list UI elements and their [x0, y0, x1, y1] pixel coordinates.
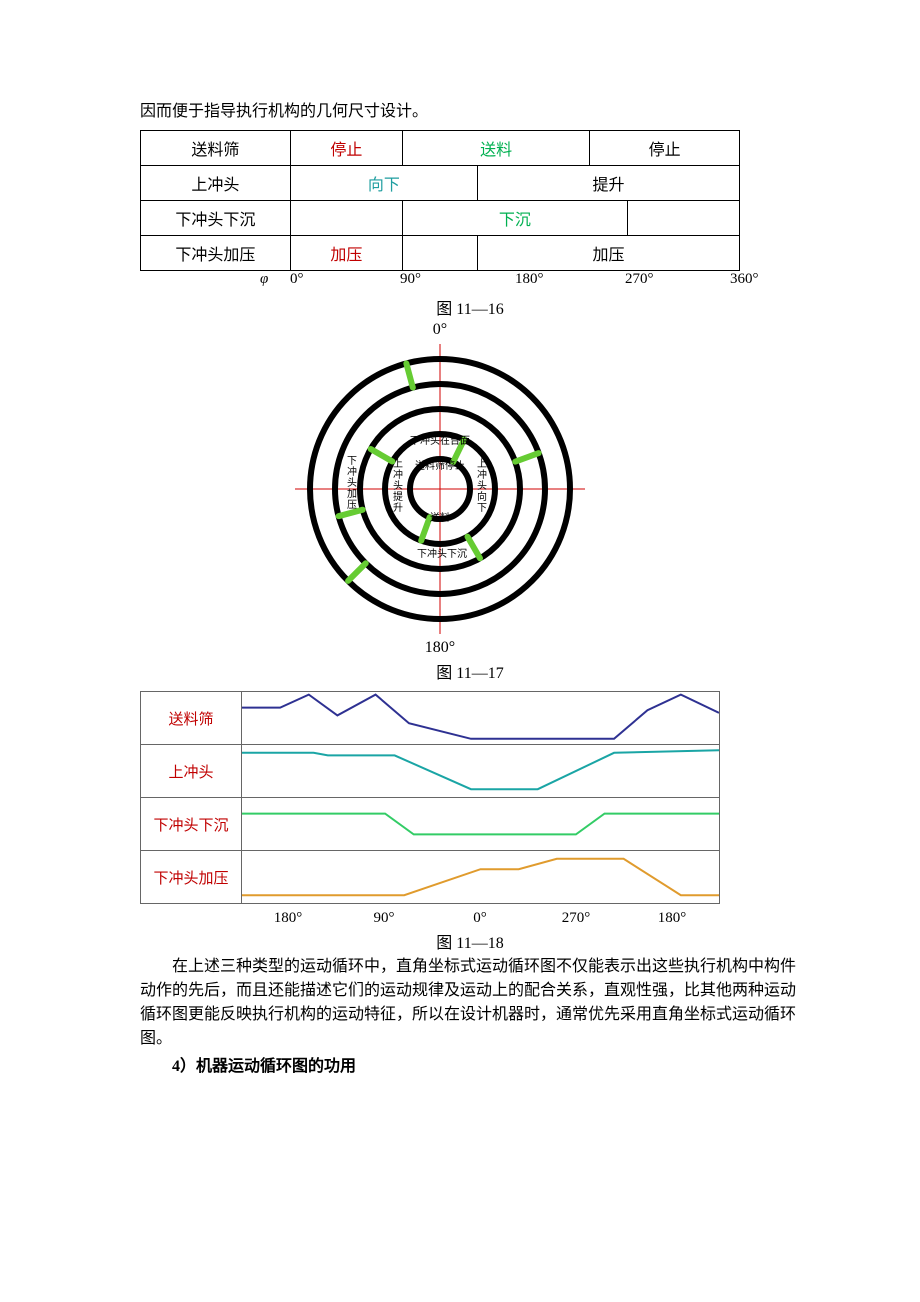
svg-text:下: 下 [477, 503, 487, 514]
fig16-axis-tick: 360° [730, 271, 759, 288]
svg-text:头: 头 [347, 477, 357, 489]
fig16-cell [627, 201, 739, 236]
fig16-axis-tick: 180° [515, 271, 544, 288]
fig17-top-label: 0° [140, 321, 740, 339]
fig16-axis-tick: 90° [400, 271, 421, 288]
fig16-rowheader: 下冲头加压 [141, 236, 291, 271]
section-heading: 4）机器运动循环图的功用 [140, 1055, 800, 1079]
fig18-row: 送料筛 [141, 692, 719, 745]
fig16-cell: 向下 [290, 166, 477, 201]
para2: 在上述三种类型的运动循环中，直角坐标式运动循环图不仅能表示出这些执行机构中构件动… [140, 955, 800, 1051]
svg-text:下: 下 [347, 456, 357, 467]
svg-text:头: 头 [477, 480, 487, 492]
fig16-rowheader: 下冲头下沉 [141, 201, 291, 236]
fig17-bottom-label: 180° [140, 639, 740, 657]
fig17-diagram: 下冲头在台面送料筛停止送料上冲头向下上冲头提升下冲头下沉下冲头加压 [290, 339, 590, 639]
svg-text:上: 上 [477, 458, 487, 470]
fig18-axis: 180°90°0°270°180° [140, 910, 720, 927]
fig18-row: 下冲头加压 [141, 851, 719, 903]
fig18-axis-tick: 270° [528, 910, 624, 927]
fig16-axis: φ0°90°180°270°360° [140, 271, 740, 293]
fig16-cell [290, 201, 402, 236]
svg-text:冲: 冲 [477, 468, 487, 481]
svg-text:下冲头下沉: 下冲头下沉 [417, 547, 467, 560]
fig16-caption: 图 11—16 [140, 295, 800, 319]
svg-text:冲: 冲 [393, 468, 403, 481]
fig18-row-label: 送料筛 [141, 692, 242, 744]
fig18-axis-tick: 180° [624, 910, 720, 927]
fig18-row-label: 上冲头 [141, 745, 242, 797]
svg-text:送料: 送料 [430, 511, 450, 524]
svg-text:压: 压 [347, 499, 357, 511]
fig18-axis-tick: 180° [240, 910, 336, 927]
fig16-cell: 加压 [477, 236, 739, 271]
svg-text:送料筛停止: 送料筛停止 [415, 459, 465, 472]
fig16-cell: 提升 [477, 166, 739, 201]
svg-text:向: 向 [477, 490, 487, 503]
svg-text:下冲头在台面: 下冲头在台面 [410, 434, 470, 447]
fig16-rowheader: 上冲头 [141, 166, 291, 201]
fig18-row: 上冲头 [141, 745, 719, 798]
fig16-axis-tick: 270° [625, 271, 654, 288]
fig18-plots: 送料筛上冲头下冲头下沉下冲头加压 [140, 691, 720, 904]
fig18-row: 下冲头下沉 [141, 798, 719, 851]
fig16-cell: 停止 [290, 131, 402, 166]
fig16-cell: 加压 [290, 236, 402, 271]
fig18-caption: 图 11—18 [140, 929, 800, 953]
fig16-cell [403, 236, 478, 271]
fig16-rowheader: 送料筛 [141, 131, 291, 166]
phi-label: φ [260, 271, 268, 288]
intro-text: 因而便于指导执行机构的几何尺寸设计。 [140, 100, 800, 124]
fig18-row-label: 下冲头下沉 [141, 798, 242, 850]
fig17-caption: 图 11—17 [140, 659, 800, 683]
fig18-row-label: 下冲头加压 [141, 851, 242, 903]
svg-text:提: 提 [393, 491, 403, 503]
fig16-cell: 下沉 [403, 201, 628, 236]
fig18-axis-tick: 0° [432, 910, 528, 927]
fig16-axis-tick: 0° [290, 271, 304, 288]
fig16-cell: 送料 [403, 131, 590, 166]
fig16-cell: 停止 [590, 131, 740, 166]
svg-text:升: 升 [393, 502, 403, 514]
svg-text:上: 上 [393, 458, 403, 470]
svg-text:冲: 冲 [347, 465, 357, 478]
svg-text:头: 头 [393, 480, 403, 492]
svg-text:加: 加 [347, 488, 357, 500]
fig18-axis-tick: 90° [336, 910, 432, 927]
fig16-table: 送料筛停止送料停止上冲头向下提升下冲头下沉下沉下冲头加压加压加压 [140, 130, 740, 271]
